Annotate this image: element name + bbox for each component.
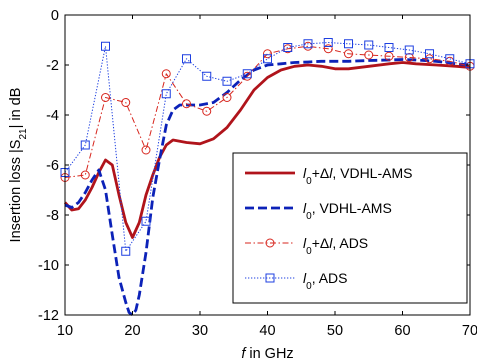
series-3-point (141, 145, 151, 155)
x-tick-label: 10 (57, 323, 73, 339)
series-4-point (80, 140, 90, 150)
y-axis-label: Insertion loss |S21| in dB (8, 88, 29, 243)
series-3-point (222, 93, 232, 102)
series-4-point (242, 69, 252, 79)
series-3-point (80, 170, 90, 180)
x-tick-label: 40 (259, 323, 275, 339)
y-axis-label-sub: 21 (18, 128, 29, 140)
y-tick-label: -10 (38, 258, 59, 274)
series-layer (60, 38, 475, 317)
series-4-point (121, 246, 131, 256)
x-tick-label: 60 (394, 323, 410, 339)
series-4-point (161, 89, 171, 99)
series-4-point (101, 41, 110, 51)
legend-label: l0+Δl, ADS (303, 235, 368, 257)
legend-entry-3: l0+Δl, ADS (245, 235, 368, 257)
series-3-point (364, 50, 374, 60)
x-tick-label: 70 (462, 323, 477, 339)
y-tick-label: -4 (46, 108, 59, 124)
series-3-point (182, 99, 191, 109)
x-axis-label: f in GHz (241, 346, 293, 362)
series-4-point (263, 54, 272, 64)
series-1 (63, 61, 471, 239)
series-4-point (323, 38, 333, 47)
series-2-line (64, 58, 471, 317)
legend-entry-4: l0, ADS (245, 270, 347, 292)
y-axis-label-tail: | in dB (8, 88, 24, 129)
series-3-point (384, 51, 394, 61)
legend-swatch-marker (265, 273, 275, 283)
series-3-point (101, 93, 110, 102)
x-axis-label-var: f (241, 346, 247, 362)
y-axis-label-main: Insertion loss |S (8, 140, 24, 243)
x-tick-label: 30 (192, 323, 208, 339)
y-tick-label: -6 (46, 158, 59, 174)
series-3-point (202, 106, 212, 116)
x-tick-label: 50 (327, 323, 343, 339)
series-3-point (121, 98, 131, 107)
series-4-point (425, 49, 434, 59)
series-4-point (202, 71, 212, 81)
legend-entry-1: l0+Δl, VDHL-AMS (245, 165, 412, 187)
series-4-point (364, 40, 374, 50)
x-tick-label: 20 (124, 323, 140, 339)
series-2 (64, 58, 471, 317)
legend-label: l0, VDHL-AMS (303, 200, 392, 222)
y-tick-label: -8 (46, 208, 59, 224)
series-3-point (323, 44, 333, 54)
legend-swatch-marker (265, 238, 275, 248)
series-3-point (161, 69, 171, 79)
series-3-line (64, 45, 471, 178)
series-4-point (384, 43, 394, 52)
series-3-point (344, 49, 353, 59)
legend: l0+Δl, VDHL-AMS l0, VDHL-AMS l0+Δl, ADS l0,… (232, 152, 468, 304)
y-tick-label: -2 (46, 58, 59, 74)
y-tick-label: 0 (51, 8, 59, 24)
series-4-point (283, 43, 293, 52)
series-4-point (344, 39, 353, 49)
series-4-point (303, 39, 313, 49)
x-axis-label-rest: in GHz (245, 346, 293, 362)
series-4-point (404, 45, 414, 55)
series-4-point (445, 54, 455, 64)
series-4-point (182, 54, 191, 64)
legend-entry-2: l0, VDHL-AMS (245, 200, 392, 222)
series-4-point (141, 216, 151, 226)
legend-label: l0+Δl, VDHL-AMS (303, 165, 412, 187)
tick-layer: 10 20 30 40 50 60 70 0 -2 -4 -6 -8 -10 -12 (38, 8, 477, 339)
series-4-point (222, 76, 232, 86)
y-tick-label: -12 (38, 308, 59, 324)
series-3-point (425, 54, 434, 64)
series-3-point (263, 49, 272, 59)
legend-label: l0, ADS (303, 270, 347, 292)
series-1-line (63, 61, 471, 239)
